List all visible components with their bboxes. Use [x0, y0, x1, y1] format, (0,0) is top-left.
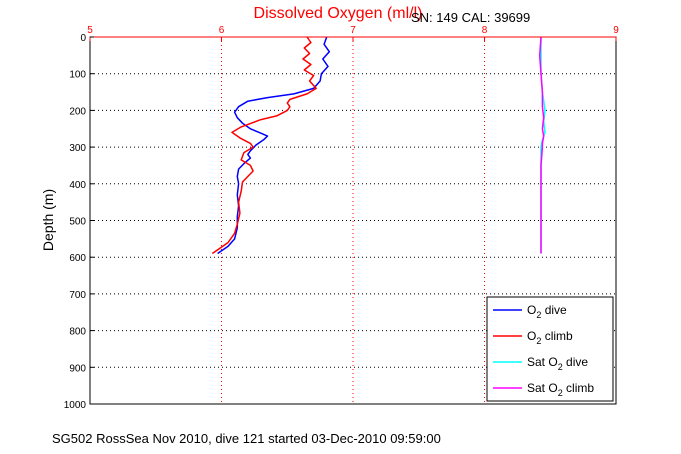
x-tick-label: 7 — [350, 25, 356, 36]
series-line-sat-o2-climb — [538, 36, 545, 254]
series-line-o2-dive — [217, 36, 331, 255]
legend-box — [486, 296, 614, 402]
x-tick-label: 9 — [613, 25, 619, 36]
legend-label-sat-o2-climb: Sat O2 climb — [527, 381, 594, 398]
data-series — [211, 36, 546, 255]
x-axis-ticks: 5 6 7 8 9 — [87, 25, 619, 41]
y-tick-label: 0 — [80, 33, 86, 44]
y-tick-label: 100 — [69, 70, 86, 81]
legend-label-sat-o2-dive: Sat O2 dive — [527, 355, 588, 372]
y-tick-label: 300 — [69, 143, 86, 154]
serial-cal-annotation: SN: 149 CAL: 39699 — [411, 10, 530, 25]
y-tick-label: 500 — [69, 217, 86, 228]
footer-caption: SG502 RossSea Nov 2010, dive 121 started… — [52, 431, 441, 446]
y-tick-label: 1000 — [64, 400, 87, 411]
y-tick-label: 200 — [69, 106, 86, 117]
y-tick-label: 400 — [69, 180, 86, 191]
series-line-o2-climb — [211, 36, 317, 255]
y-axis-ticks: 0 100 200 300 400 500 600 700 800 900 1000 — [64, 33, 94, 411]
y-tick-label: 800 — [69, 327, 86, 338]
y-tick-label: 900 — [69, 363, 86, 374]
chart-title: Dissolved Oxygen (ml/l) — [254, 5, 423, 22]
x-tick-label: 8 — [482, 25, 488, 36]
y-axis-label: Depth (m) — [40, 189, 56, 251]
y-tick-label: 600 — [69, 253, 86, 264]
x-tick-label: 6 — [219, 25, 225, 36]
x-tick-label: 5 — [87, 25, 93, 36]
y-tick-label: 700 — [69, 290, 86, 301]
